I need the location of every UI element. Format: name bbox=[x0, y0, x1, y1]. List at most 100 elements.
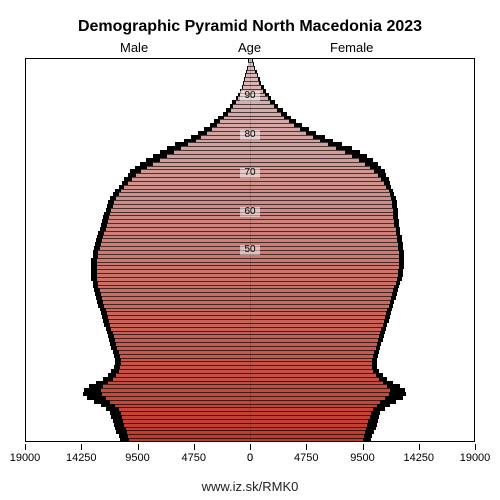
female-bar bbox=[250, 192, 390, 196]
female-bar bbox=[250, 358, 372, 362]
x-tick-label: 19000 bbox=[460, 452, 491, 464]
chart-title: Demographic Pyramid North Macedonia 2023 bbox=[0, 18, 500, 36]
male-bar bbox=[119, 192, 250, 196]
age-tick: 60 bbox=[240, 207, 260, 217]
male-bar bbox=[181, 146, 250, 150]
female-bar bbox=[250, 81, 259, 85]
male-bar bbox=[110, 212, 250, 216]
x-tick-label: 9500 bbox=[350, 452, 374, 464]
female-bar bbox=[250, 334, 379, 338]
female-bar bbox=[250, 77, 258, 81]
female-bar bbox=[250, 235, 397, 239]
female-bar bbox=[250, 285, 394, 289]
female-bar bbox=[250, 162, 365, 166]
female-bar bbox=[250, 166, 370, 170]
female-bar bbox=[250, 377, 379, 381]
male-bar bbox=[108, 315, 250, 319]
female-bar bbox=[250, 238, 397, 242]
male-bar bbox=[103, 384, 250, 388]
age-tick: 80 bbox=[240, 130, 260, 140]
male-bar bbox=[106, 308, 250, 312]
male-bar bbox=[97, 269, 250, 273]
female-bar bbox=[250, 369, 373, 373]
x-tick-label: 9500 bbox=[125, 452, 149, 464]
female-bar bbox=[250, 173, 378, 177]
male-bar bbox=[109, 215, 250, 219]
male-bar bbox=[122, 415, 250, 419]
male-bar bbox=[119, 369, 250, 373]
age-tick: 50 bbox=[240, 245, 260, 255]
female-bar bbox=[250, 315, 385, 319]
female-bar bbox=[250, 407, 373, 411]
female-bar bbox=[250, 177, 381, 181]
x-tick-mark bbox=[138, 444, 139, 450]
male-bar bbox=[114, 334, 250, 338]
female-bar bbox=[250, 250, 399, 254]
male-bar bbox=[220, 119, 250, 123]
female-bar bbox=[250, 254, 399, 258]
female-bar bbox=[250, 311, 386, 315]
x-tick-mark bbox=[363, 444, 364, 450]
female-bar bbox=[250, 265, 399, 269]
female-bar bbox=[250, 396, 385, 400]
female-bar bbox=[250, 223, 394, 227]
female-bar bbox=[250, 365, 372, 369]
female-bar bbox=[250, 158, 359, 162]
male-bar bbox=[113, 331, 250, 335]
female-bar bbox=[250, 323, 383, 327]
female-bar bbox=[250, 361, 372, 365]
female-bar bbox=[250, 292, 392, 296]
x-tick-mark bbox=[81, 444, 82, 450]
male-bar bbox=[101, 242, 250, 246]
male-bar bbox=[104, 231, 250, 235]
female-bar bbox=[250, 208, 393, 212]
female-bar bbox=[250, 108, 277, 112]
x-tick-mark bbox=[419, 444, 420, 450]
female-bar bbox=[250, 381, 383, 385]
male-bar bbox=[97, 265, 250, 269]
female-bar bbox=[250, 123, 294, 127]
female-bar bbox=[250, 434, 364, 438]
female-bar bbox=[250, 419, 368, 423]
male-bar bbox=[228, 112, 251, 116]
female-bar bbox=[250, 392, 389, 396]
male-bar bbox=[224, 116, 250, 120]
female-bar bbox=[250, 281, 396, 285]
male-bar bbox=[115, 338, 250, 342]
male-bar bbox=[132, 177, 250, 181]
age-tick: 90 bbox=[240, 91, 260, 101]
male-bar bbox=[100, 246, 250, 250]
male-bar bbox=[167, 154, 250, 158]
female-bar bbox=[250, 327, 381, 331]
male-bar bbox=[120, 365, 250, 369]
male-bar bbox=[107, 311, 250, 315]
male-bar bbox=[110, 400, 250, 404]
male-bar bbox=[141, 169, 250, 173]
female-bar bbox=[250, 423, 367, 427]
female-bar bbox=[250, 400, 380, 404]
source-label: www.iz.sk/RMK0 bbox=[0, 479, 500, 494]
female-bar bbox=[250, 373, 376, 377]
label-male: Male bbox=[120, 40, 148, 55]
female-bar bbox=[250, 146, 336, 150]
male-bar bbox=[121, 411, 250, 415]
male-bar bbox=[110, 323, 250, 327]
female-bar bbox=[250, 427, 366, 431]
female-bar bbox=[250, 411, 371, 415]
female-bar bbox=[250, 154, 352, 158]
female-bar bbox=[250, 116, 284, 120]
male-bar bbox=[160, 158, 250, 162]
female-bar bbox=[250, 354, 373, 358]
male-bar bbox=[97, 277, 250, 281]
male-bar bbox=[100, 288, 250, 292]
female-bar bbox=[250, 308, 387, 312]
male-bar bbox=[124, 423, 250, 427]
male-bar bbox=[119, 350, 250, 354]
x-tick-label: 14250 bbox=[403, 452, 434, 464]
female-bar bbox=[250, 269, 398, 273]
x-tick-mark bbox=[25, 444, 26, 450]
x-tick-mark bbox=[306, 444, 307, 450]
male-bar bbox=[109, 319, 250, 323]
female-bar bbox=[250, 346, 376, 350]
female-bar bbox=[250, 262, 399, 266]
